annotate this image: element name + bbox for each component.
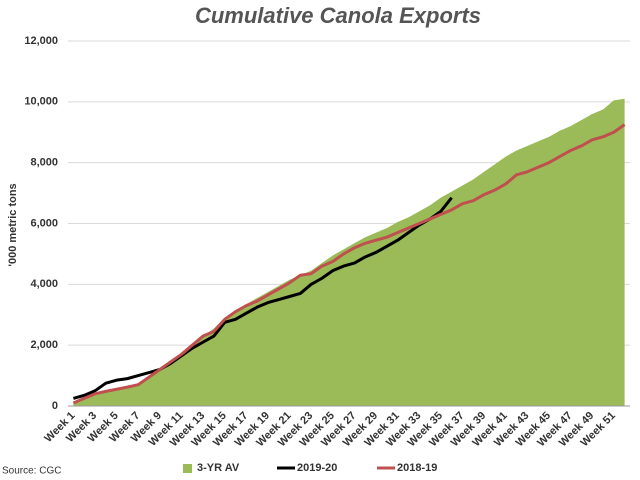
y-tick-label: 4,000 (30, 278, 58, 290)
legend-label: 2018-19 (397, 462, 437, 474)
legend-label: 3-YR AV (197, 462, 240, 474)
y-tick-label: 8,000 (30, 157, 58, 169)
y-tick-label: 0 (52, 400, 58, 412)
line (72, 196, 453, 400)
y-tick-label: 6,000 (30, 217, 58, 229)
y-axis-label: '000 metric tons (7, 183, 19, 266)
y-tick-label: 10,000 (24, 96, 58, 108)
legend-swatch (183, 464, 192, 473)
legend-label: 2019-20 (297, 462, 337, 474)
line (72, 123, 626, 405)
y-tick-label: 12,000 (24, 35, 58, 47)
chart-title: Cumulative Canola Exports (195, 3, 481, 28)
source: Source: CGC (2, 466, 61, 477)
y-tick-label: 2,000 (30, 339, 58, 351)
